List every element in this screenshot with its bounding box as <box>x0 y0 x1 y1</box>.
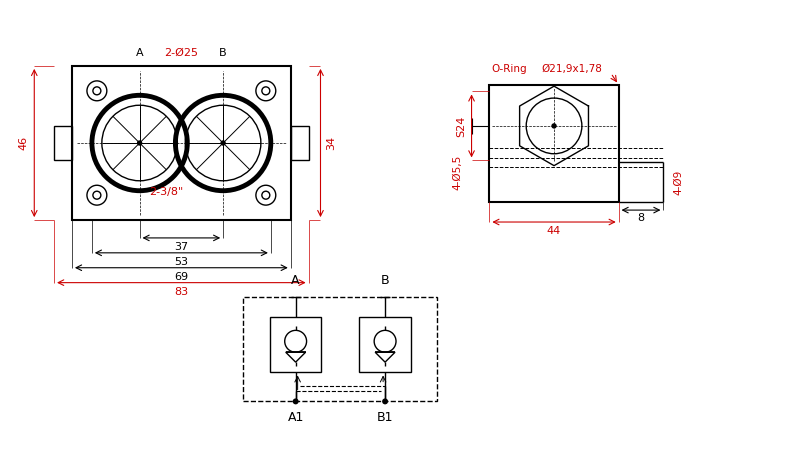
Text: 44: 44 <box>547 226 561 236</box>
Text: A1: A1 <box>287 411 304 424</box>
Text: 83: 83 <box>174 287 189 297</box>
Text: Ø21,9x1,78: Ø21,9x1,78 <box>541 64 602 74</box>
Text: 34: 34 <box>326 136 337 150</box>
Text: 53: 53 <box>174 257 188 267</box>
Text: 8: 8 <box>638 213 645 223</box>
Text: 2-Ø25: 2-Ø25 <box>164 48 198 58</box>
Text: A: A <box>291 274 300 287</box>
Circle shape <box>138 141 142 145</box>
Text: 69: 69 <box>174 272 189 282</box>
Text: O-Ring: O-Ring <box>491 64 527 74</box>
Polygon shape <box>286 352 306 362</box>
Text: 37: 37 <box>174 242 189 252</box>
Text: A: A <box>136 48 143 58</box>
Text: 46: 46 <box>18 136 28 150</box>
Text: 2-3/8": 2-3/8" <box>150 187 184 197</box>
Bar <box>359 317 411 372</box>
Polygon shape <box>375 352 395 362</box>
Circle shape <box>293 398 298 405</box>
Bar <box>290 126 309 160</box>
Text: B: B <box>219 48 227 58</box>
Text: 4-Ø9: 4-Ø9 <box>674 170 683 195</box>
Circle shape <box>552 124 556 128</box>
Circle shape <box>382 398 388 405</box>
Circle shape <box>221 141 225 145</box>
Text: S24: S24 <box>457 115 466 137</box>
Bar <box>54 126 72 160</box>
Bar <box>270 317 322 372</box>
Bar <box>490 85 618 202</box>
Text: B: B <box>381 274 390 287</box>
Bar <box>72 66 290 220</box>
Text: 4-Ø5,5: 4-Ø5,5 <box>453 155 462 190</box>
Bar <box>243 297 438 401</box>
Text: B1: B1 <box>377 411 394 424</box>
